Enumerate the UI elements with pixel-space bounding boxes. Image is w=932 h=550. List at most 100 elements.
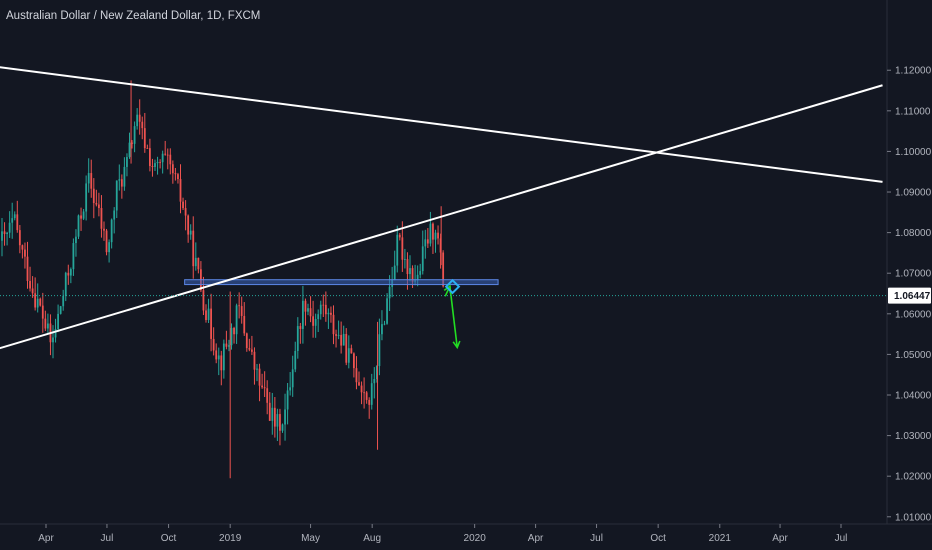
candle-body <box>16 214 19 231</box>
price-axis-tick-label: 1.02000 <box>895 472 932 483</box>
candle-body <box>304 300 307 312</box>
candle-body <box>332 314 335 335</box>
candle-body <box>177 174 179 180</box>
candle-body <box>210 308 212 339</box>
candle-body <box>327 312 330 315</box>
candle-body <box>381 324 383 335</box>
time-axis-tick-label: Jul <box>590 533 603 544</box>
candle-body <box>159 161 161 163</box>
candle-body <box>358 382 360 386</box>
candle-body <box>123 166 126 187</box>
candle-body <box>416 274 419 281</box>
candle-body <box>258 368 261 386</box>
candle-body <box>383 323 386 325</box>
candle-body <box>429 223 432 244</box>
candle-body <box>251 349 253 352</box>
candle-body <box>138 114 141 122</box>
candle-body <box>299 326 302 329</box>
candle-body <box>322 304 325 306</box>
candle-body <box>396 234 399 266</box>
candle-body <box>169 154 172 165</box>
time-axis-tick-label: May <box>301 533 320 544</box>
current-price-label: 1.06447 <box>894 291 931 302</box>
price-axis-tick-label: 1.06000 <box>895 309 932 320</box>
candle-body <box>271 407 274 421</box>
candle-body <box>41 305 44 319</box>
candle-body <box>337 334 340 336</box>
candle-body <box>184 208 187 216</box>
candle-body <box>174 173 177 175</box>
candle-body <box>34 293 37 308</box>
chart-title: Australian Dollar / New Zealand Dollar, … <box>6 10 260 22</box>
time-axis-tick-label: Apr <box>38 533 54 544</box>
candle-body <box>133 126 136 144</box>
candle-body <box>401 237 404 260</box>
price-axis-tick-label: 1.05000 <box>895 350 932 361</box>
time-axis-tick-label: Jul <box>835 533 848 544</box>
candle-body <box>161 153 164 163</box>
price-axis-tick-label: 1.04000 <box>895 390 932 401</box>
candle-body <box>205 310 207 321</box>
candle-body <box>90 173 93 189</box>
ascending-trendline-line <box>0 84 883 350</box>
candle-body <box>92 188 95 204</box>
candle-body <box>248 348 251 350</box>
price-axis[interactable]: 1.12000 1.11000 1.10000 1.09000 1.08000 1.070… <box>887 66 932 524</box>
candle-body <box>268 402 271 421</box>
candle-body <box>317 314 320 320</box>
candle-body <box>212 338 215 351</box>
current-price-tag-bg <box>888 287 931 304</box>
candle-body <box>409 268 411 275</box>
candle-body <box>113 210 116 220</box>
candle-body <box>156 161 159 164</box>
candle-body <box>309 308 312 317</box>
candle-body <box>335 334 337 336</box>
candle-body <box>18 230 21 246</box>
candle-body <box>126 157 128 167</box>
candle-body <box>302 300 304 329</box>
candle-body <box>120 179 123 187</box>
candle-body <box>29 280 31 289</box>
candle-body <box>57 313 59 330</box>
time-axis-tick-label: Apr <box>772 533 788 544</box>
candle-body <box>363 392 365 394</box>
candle-body <box>103 228 105 231</box>
candle-body <box>360 385 363 393</box>
candle-body <box>69 269 72 276</box>
candle-body <box>215 350 218 360</box>
candle-body <box>164 153 167 155</box>
candle-body <box>434 232 437 240</box>
candle-body <box>286 390 289 410</box>
candle-body <box>52 337 54 343</box>
candle-body <box>256 368 258 370</box>
candle-body <box>143 128 146 149</box>
candle-body <box>62 295 65 307</box>
candle-body <box>373 378 376 384</box>
candle-body <box>228 345 230 347</box>
candle-body <box>194 257 197 267</box>
candle-body <box>439 238 442 253</box>
candle-body <box>182 201 184 209</box>
candle-body <box>115 180 118 211</box>
trendlines-group <box>0 66 883 350</box>
candle-body <box>370 383 373 405</box>
price-axis-tick-label: 1.08000 <box>895 228 932 239</box>
price-axis-tick-label: 1.11000 <box>895 106 931 117</box>
candle-body <box>411 268 414 282</box>
candle-body <box>388 286 391 299</box>
candle-body <box>98 204 100 209</box>
time-axis-tick-label: Oct <box>650 533 666 544</box>
candle-body <box>281 424 284 431</box>
candle-body <box>187 215 190 235</box>
time-axis[interactable]: Apr Jul Oct 2019 May Aug 2020 Apr Jul Oct 2021 Apr J… <box>38 524 847 544</box>
candle-body <box>426 239 429 244</box>
candle-body <box>419 271 422 275</box>
projection-down-arrow-shaft <box>449 286 459 348</box>
candle-body <box>398 234 401 238</box>
candle-body <box>294 350 297 370</box>
candle-body <box>368 399 371 405</box>
candle-body <box>273 407 276 427</box>
time-axis-tick-label: 2019 <box>219 533 242 544</box>
candle-body <box>386 298 388 324</box>
